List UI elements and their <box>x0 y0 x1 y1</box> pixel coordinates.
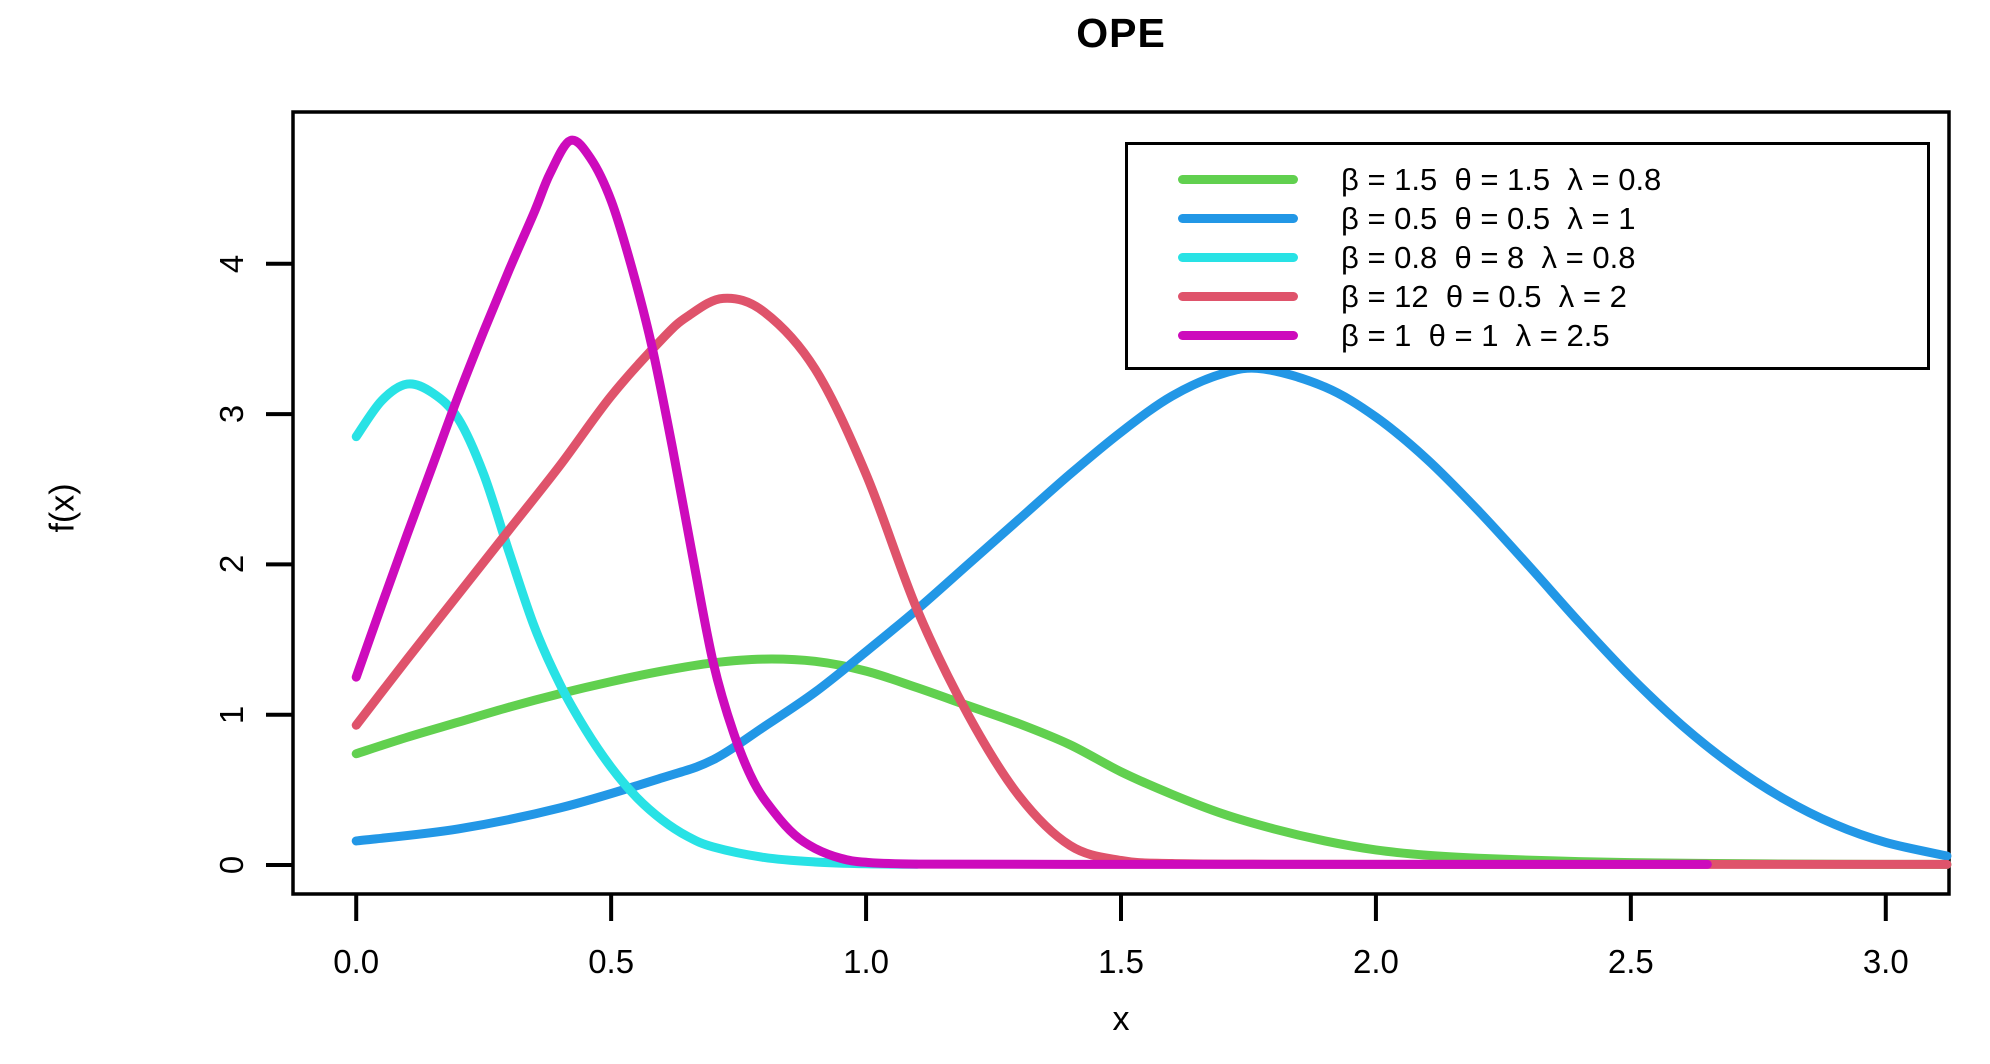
x-tick-label: 0.0 <box>333 943 380 980</box>
legend-row: β = 0.5 θ = 0.5 λ = 1 <box>1128 199 1927 238</box>
series-line-beta-0.5-theta-0.5-lambda-1 <box>351 363 1952 861</box>
legend-label: β = 0.8 θ = 8 λ = 0.8 <box>1341 239 1636 275</box>
legend-row: β = 0.8 θ = 8 λ = 0.8 <box>1128 238 1927 277</box>
legend-label: β = 12 θ = 0.5 λ = 2 <box>1341 278 1627 314</box>
legend-line-swatch <box>1178 292 1298 301</box>
x-axis-label: x <box>1112 1000 1130 1038</box>
y-axis-label: f(x) <box>43 483 82 533</box>
x-tick-label: 1.0 <box>843 943 889 980</box>
legend: β = 1.5 θ = 1.5 λ = 0.8 β = 0.5 θ = 0.5 λ… <box>1125 142 1930 370</box>
y-tick-label: 1 <box>213 705 250 724</box>
axis-ticks <box>266 261 1888 921</box>
legend-label: β = 1.5 θ = 1.5 λ = 0.8 <box>1341 161 1662 197</box>
series-line-beta-1-theta-1-lambda-2.5 <box>351 135 1712 869</box>
legend-row: β = 12 θ = 0.5 λ = 2 <box>1128 277 1927 316</box>
x-tick-label: 0.5 <box>588 943 635 980</box>
series-line-beta-1.5-theta-1.5-lambda-0.8 <box>351 654 1952 869</box>
chart-title: OPE <box>1076 10 1166 56</box>
legend-row: β = 1 θ = 1 λ = 2.5 <box>1128 316 1927 355</box>
legend-label: β = 0.5 θ = 0.5 λ = 1 <box>1341 200 1636 236</box>
y-tick-label: 4 <box>213 254 250 273</box>
y-tick-label: 0 <box>213 855 250 875</box>
legend-row: β = 1.5 θ = 1.5 λ = 0.8 <box>1128 160 1927 199</box>
legend-label: β = 1 θ = 1 λ = 2.5 <box>1341 317 1610 353</box>
series-line-beta-12-theta-0.5-lambda-2 <box>351 293 1952 869</box>
y-tick-label: 2 <box>213 555 250 574</box>
x-tick-label: 1.5 <box>1098 943 1144 980</box>
x-tick-label: 2.0 <box>1352 943 1399 980</box>
legend-line-swatch <box>1178 253 1298 262</box>
x-tick-label: 2.5 <box>1607 943 1654 980</box>
y-tick-label: 3 <box>213 404 250 424</box>
x-tick-label: 3.0 <box>1862 943 1909 980</box>
legend-line-swatch <box>1178 214 1298 223</box>
series-line-beta-0.8-theta-8-lambda-0.8 <box>351 379 922 869</box>
legend-line-swatch <box>1178 331 1298 340</box>
legend-line-swatch <box>1178 175 1298 184</box>
